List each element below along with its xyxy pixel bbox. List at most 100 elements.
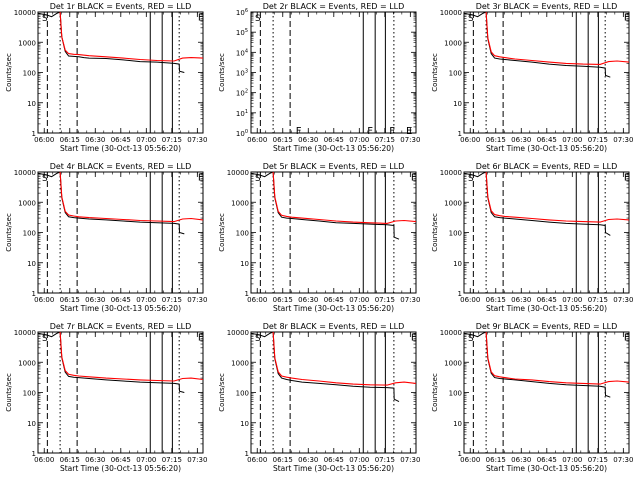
axes-frame	[463, 11, 630, 134]
y-tick-label: 1000	[18, 359, 36, 367]
series-lld	[59, 172, 203, 223]
axes-frame	[463, 331, 630, 454]
x-axis-label: Start Time (30-Oct-13 05:56:20)	[273, 144, 394, 153]
axes-frame	[37, 331, 204, 454]
x-axis-label: Start Time (30-Oct-13 05:56:20)	[60, 144, 181, 153]
x-tick-label: 06:45	[111, 456, 131, 464]
x-tick-label: 07:00	[349, 296, 369, 304]
panel-title: Det 5r BLACK = Events, RED = LLD	[263, 162, 405, 171]
y-tick-label: 1000	[444, 199, 462, 207]
y-tick-label: 100	[449, 390, 462, 398]
y-axis-label: Counts/sec	[431, 53, 439, 92]
corner-label: S	[255, 334, 261, 344]
corner-label: S	[42, 174, 48, 184]
series-group	[251, 332, 416, 403]
panel-title: Det 1r BLACK = Events, RED = LLD	[50, 2, 192, 11]
panel-title: Det 4r BLACK = Events, RED = LLD	[50, 162, 192, 171]
x-tick-label: 06:15	[486, 456, 506, 464]
corner-label: S	[42, 334, 48, 344]
series-events	[38, 172, 185, 235]
y-tick-label: 1	[32, 130, 36, 138]
x-tick-label: 07:00	[136, 136, 156, 144]
panel-5: Det 5r BLACK = Events, RED = LLD 1 10 100 10…	[218, 162, 420, 313]
axes-frame	[37, 11, 204, 134]
x-tick-label: 07:00	[136, 296, 156, 304]
y-tick-label: 10	[453, 100, 462, 108]
y-tick-label: 100	[449, 230, 462, 238]
x-tick-label: 07:30	[400, 136, 420, 144]
y-axis-label: Counts/sec	[218, 53, 226, 92]
x-tick-label: 06:00	[34, 456, 54, 464]
x-tick-label: 06:15	[273, 136, 293, 144]
y-tick-label: 1	[458, 130, 462, 138]
annotation-label: E	[624, 173, 630, 184]
series-group	[464, 172, 629, 236]
x-tick-label: 06:30	[85, 456, 105, 464]
axes-frame	[37, 171, 204, 294]
y-tick-label: 100	[236, 390, 249, 398]
x-tick-label: 07:30	[400, 456, 420, 464]
panel-title: Det 3r BLACK = Events, RED = LLD	[476, 2, 618, 11]
corner-label: S	[255, 14, 261, 24]
panel-title: Det 6r BLACK = Events, RED = LLD	[476, 162, 618, 171]
y-tick-label: 1	[458, 450, 462, 458]
x-tick-label: 06:15	[486, 136, 506, 144]
y-axis-label: Counts/sec	[218, 213, 226, 252]
y-tick-label: 1000	[444, 39, 462, 47]
y-tick-label: 10000	[440, 9, 462, 17]
panel-4: Det 4r BLACK = Events, RED = LLD 1 10 100 10…	[5, 162, 207, 313]
series-group	[464, 332, 629, 398]
x-tick-label: 07:15	[375, 296, 395, 304]
corner-label: S	[255, 174, 261, 184]
series-events	[38, 332, 185, 393]
x-tick-label: 07:15	[375, 136, 395, 144]
y-axis-label: Counts/sec	[431, 213, 439, 252]
x-tick-label: 06:45	[324, 136, 344, 144]
series-lld	[272, 332, 416, 386]
y-tick-label: 103	[236, 69, 248, 78]
x-tick-label: 07:15	[162, 456, 182, 464]
x-tick-label: 06:00	[247, 456, 267, 464]
panel-7: Det 7r BLACK = Events, RED = LLD 1 10 100 10…	[5, 322, 207, 473]
y-tick-label: 10	[240, 260, 249, 268]
y-tick-label: 1	[32, 450, 36, 458]
x-tick-label: 06:30	[298, 296, 318, 304]
x-tick-label: 07:30	[400, 296, 420, 304]
x-tick-label: 06:30	[511, 136, 531, 144]
series-group	[464, 12, 629, 78]
y-axis-label: Counts/sec	[218, 373, 226, 412]
series-lld	[485, 172, 629, 223]
x-tick-label: 07:30	[187, 296, 207, 304]
series-lld	[485, 332, 629, 385]
x-axis-label: Start Time (30-Oct-13 05:56:20)	[273, 304, 394, 313]
annotation-label: E	[411, 333, 417, 344]
series-lld	[59, 332, 203, 382]
y-tick-label: 100	[23, 70, 36, 78]
x-tick-label: 06:30	[85, 296, 105, 304]
x-tick-label: 06:00	[247, 136, 267, 144]
annotation-label: E	[624, 333, 630, 344]
series-events	[464, 12, 611, 78]
x-tick-label: 06:00	[460, 296, 480, 304]
annotation-label: E	[198, 333, 204, 344]
panel-9: Det 9r BLACK = Events, RED = LLD 1 10 100 10…	[431, 322, 633, 473]
annotation-label: E	[406, 126, 412, 137]
panel-title: Det 8r BLACK = Events, RED = LLD	[263, 322, 405, 331]
y-tick-label: 10000	[14, 169, 36, 177]
annotation-label: E	[198, 13, 204, 24]
x-tick-label: 07:30	[187, 456, 207, 464]
x-tick-label: 06:45	[111, 296, 131, 304]
series-group	[38, 332, 203, 393]
y-tick-label: 1000	[18, 199, 36, 207]
y-tick-label: 1	[458, 290, 462, 298]
x-tick-label: 06:30	[511, 296, 531, 304]
y-tick-label: 104	[236, 48, 248, 57]
y-tick-label: 1000	[231, 359, 249, 367]
y-tick-label: 101	[236, 109, 248, 118]
y-tick-label: 100	[23, 230, 36, 238]
x-tick-label: 06:15	[60, 456, 80, 464]
x-tick-label: 07:15	[375, 456, 395, 464]
y-tick-label: 1	[245, 290, 249, 298]
y-tick-label: 1000	[231, 199, 249, 207]
